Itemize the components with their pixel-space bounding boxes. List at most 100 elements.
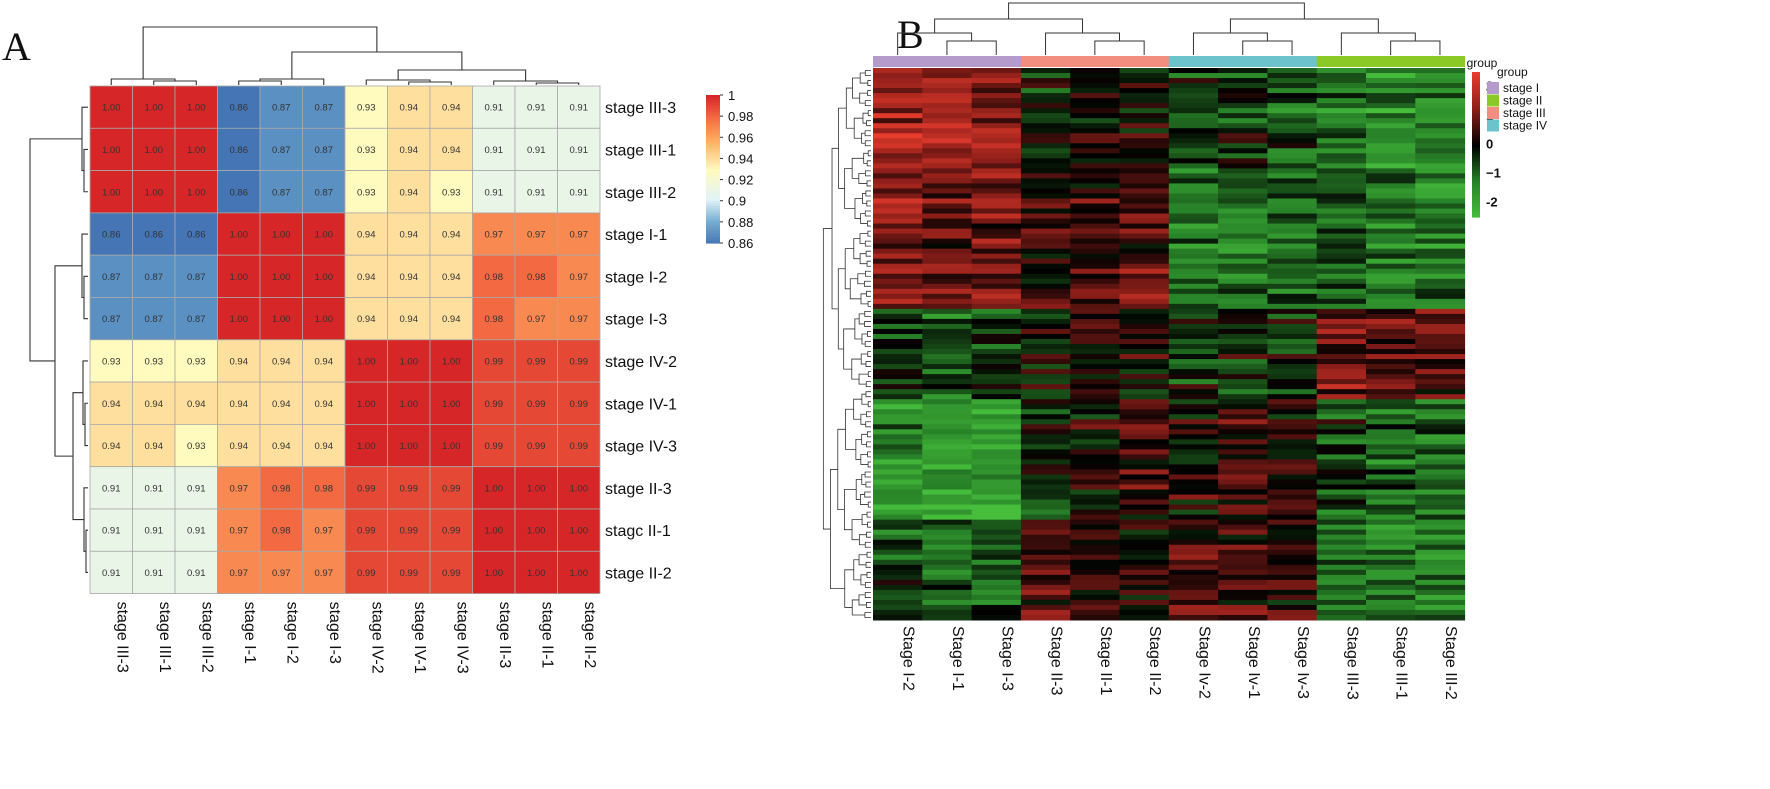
heatmap-cell <box>1070 323 1120 330</box>
heatmap-cell <box>1020 333 1071 340</box>
heatmap-cell <box>1020 248 1071 255</box>
colorbar-segment <box>1472 161 1480 165</box>
heatmap-cell <box>1070 584 1120 591</box>
heatmap-cell <box>1119 469 1170 475</box>
heatmap-cell <box>922 333 973 340</box>
heatmap-cell <box>873 153 923 159</box>
cell-value: 1.00 <box>145 103 164 114</box>
heatmap-cell <box>1415 394 1466 400</box>
heatmap-cell <box>1218 454 1268 460</box>
heatmap-cell <box>1168 213 1219 220</box>
heatmap-cell <box>1415 444 1466 450</box>
heatmap-cell <box>429 381 473 425</box>
heatmap-cell <box>922 88 973 94</box>
heatmap-cell <box>873 228 923 235</box>
heatmap-cell <box>1168 429 1219 435</box>
heatmap-cell <box>1168 278 1219 285</box>
heatmap-cell <box>1316 449 1367 455</box>
heatmap-cell <box>1366 198 1416 204</box>
group-annotation-cell <box>1119 56 1170 67</box>
colorbar-segment <box>706 218 720 222</box>
heatmap-cell <box>1366 509 1416 516</box>
heatmap-cell <box>1316 379 1367 385</box>
heatmap-cell <box>1366 213 1416 220</box>
dendrogram-link <box>867 110 871 117</box>
heatmap-cell <box>873 579 923 586</box>
heatmap-cell <box>1366 534 1416 541</box>
colorbar-segment <box>706 210 720 214</box>
cell-value: 1.00 <box>400 399 419 410</box>
heatmap-cell <box>1020 604 1071 611</box>
row-label: stage III-1 <box>605 142 676 159</box>
heatmap-cell <box>89 85 133 129</box>
heatmap-cell <box>1267 354 1318 360</box>
heatmap-cell <box>873 303 923 310</box>
heatmap-cell <box>1316 359 1367 365</box>
heatmap-cell <box>873 238 923 245</box>
heatmap-cell <box>1218 333 1268 340</box>
heatmap-cell <box>1366 579 1416 586</box>
heatmap-cell <box>1218 203 1268 210</box>
heatmap-cell <box>1020 499 1071 506</box>
heatmap-cell <box>1119 524 1170 531</box>
heatmap-cell <box>1168 399 1219 405</box>
heatmap-cell <box>1119 374 1170 380</box>
heatmap-cell <box>1366 469 1416 475</box>
heatmap-cell <box>1119 434 1170 440</box>
dendrogram-link <box>864 491 871 498</box>
heatmap-cell <box>1168 153 1219 159</box>
dendrogram-link <box>81 233 88 299</box>
heatmap-cell <box>971 354 1022 360</box>
heatmap-cell <box>1119 609 1170 616</box>
heatmap-cell <box>971 198 1022 204</box>
heatmap-cell <box>1316 328 1367 335</box>
heatmap-cell <box>1168 409 1219 415</box>
cell-value: 0.86 <box>187 230 206 241</box>
heatmap-cell <box>1168 504 1219 511</box>
heatmap-cell <box>1168 474 1219 480</box>
heatmap-cell <box>1020 504 1071 511</box>
heatmap-cell <box>1366 193 1416 199</box>
group-annotation-bar: group <box>873 56 1498 70</box>
heatmap-cell <box>922 404 973 410</box>
heatmap-cell <box>1070 128 1120 134</box>
heatmap-cell <box>472 381 516 425</box>
heatmap-cell <box>1366 454 1416 460</box>
heatmap-cell <box>922 173 973 179</box>
heatmap-cell <box>1168 549 1219 556</box>
heatmap-cell <box>1070 118 1120 124</box>
colorbar-segment <box>1472 115 1480 119</box>
heatmap-cell <box>873 364 923 370</box>
heatmap-cell <box>922 409 973 415</box>
heatmap-cell <box>1020 128 1071 134</box>
heatmap-cell <box>922 288 973 295</box>
heatmap-cell <box>971 504 1022 511</box>
colorbar-segment <box>706 119 720 123</box>
heatmap-cell <box>971 168 1022 174</box>
heatmap-cell <box>1119 258 1170 265</box>
colorbar-segment <box>1472 91 1480 95</box>
cell-value: 1.00 <box>442 399 461 410</box>
heatmap-cell <box>1316 123 1367 129</box>
heatmap-cell <box>922 344 973 350</box>
heatmap-cell <box>1070 93 1120 99</box>
heatmap-cell <box>1366 409 1416 415</box>
heatmap-cell <box>1119 544 1170 551</box>
heatmap-cell <box>1168 444 1219 450</box>
heatmap-cell <box>1020 238 1071 245</box>
heatmap-cell <box>1366 113 1416 119</box>
heatmap-cell <box>1218 554 1268 561</box>
dendrogram-link <box>83 275 88 320</box>
heatmap-cell <box>1316 253 1367 260</box>
heatmap-cell <box>1070 263 1120 270</box>
heatmap-cell <box>922 394 973 400</box>
heatmap-cell <box>1020 258 1071 265</box>
colorbar-segment <box>706 117 720 121</box>
heatmap-cell <box>1267 258 1318 265</box>
heatmap-cell <box>1267 83 1318 89</box>
heatmap-cell <box>1366 529 1416 536</box>
heatmap-cell <box>971 499 1022 506</box>
cell-value: 1.00 <box>527 526 546 537</box>
legend-swatch <box>1487 94 1499 107</box>
